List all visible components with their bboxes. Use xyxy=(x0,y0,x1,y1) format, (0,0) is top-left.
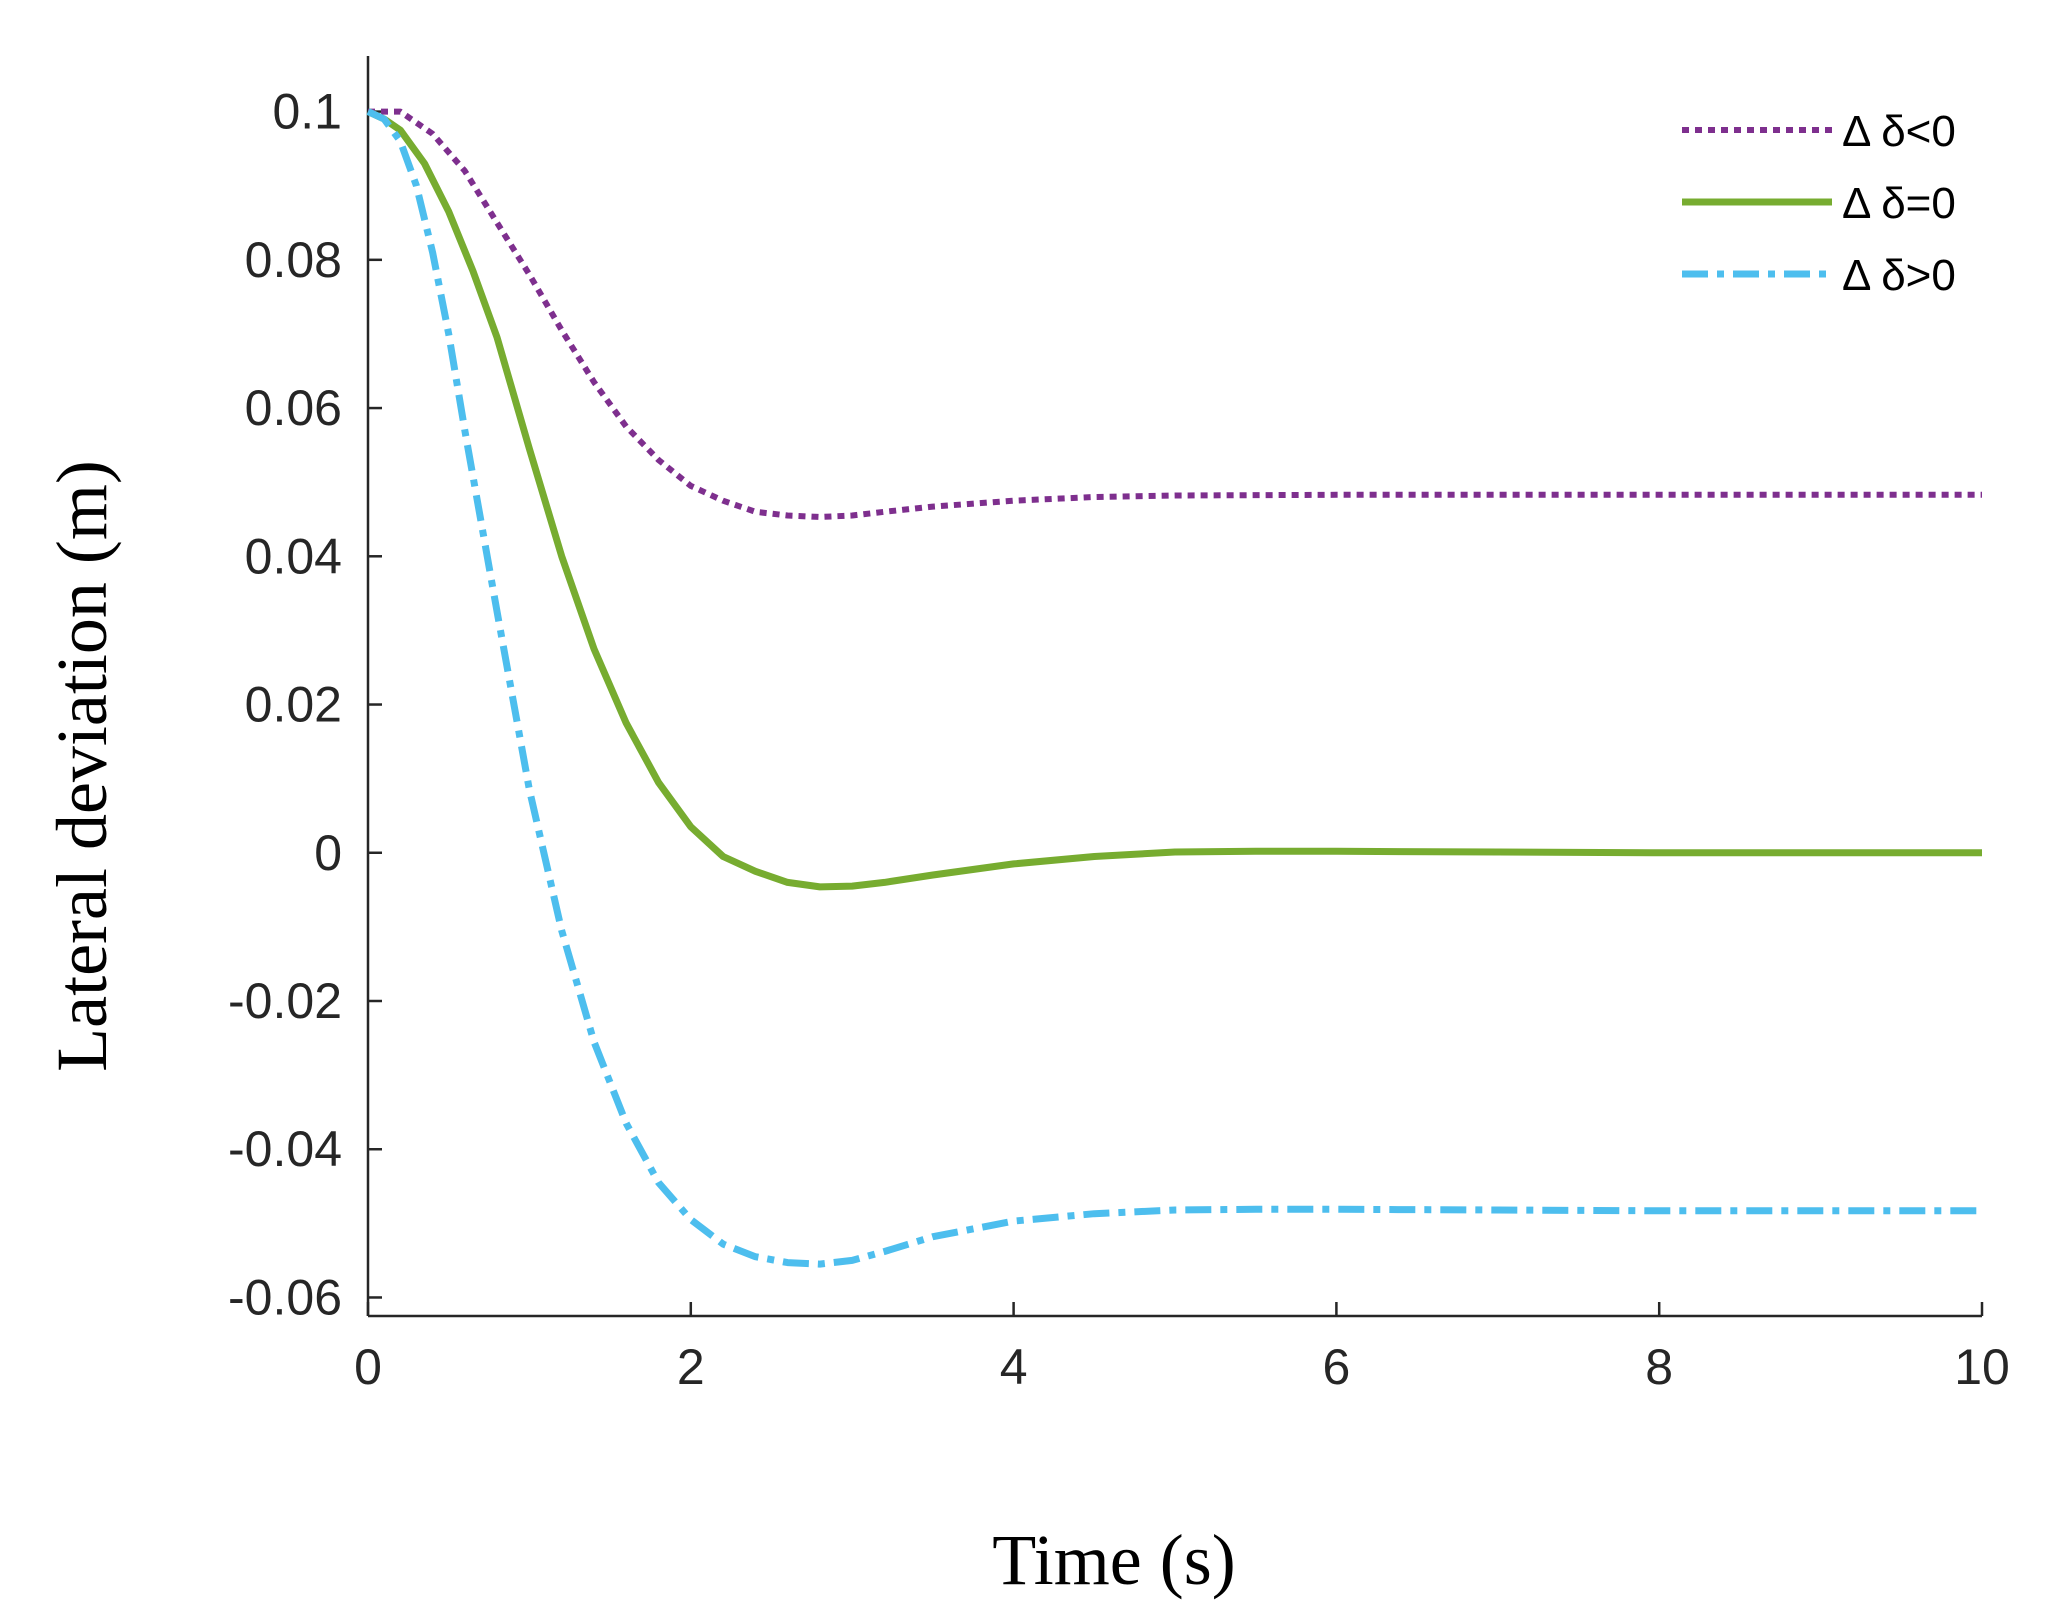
x-axis-title: Time (s) xyxy=(992,1520,1235,1600)
axes xyxy=(366,56,1982,1318)
x-tick-label: 6 xyxy=(1322,1339,1350,1395)
y-tick-label: -0.02 xyxy=(228,973,342,1029)
x-tick-label: 4 xyxy=(1000,1339,1028,1395)
ticks: 0 2 4 6 8 10 0.1 0.08 0.06 0.04 0.02 0 -0.02 -0.04 -0.… xyxy=(228,84,2010,1395)
x-tick-label: 0 xyxy=(354,1339,382,1395)
y-tick-label: 0.04 xyxy=(245,528,342,584)
x-tick-label: 10 xyxy=(1954,1339,2010,1395)
series-line-1 xyxy=(368,108,1982,520)
y-tick-label: -0.06 xyxy=(228,1269,342,1325)
y-tick-label: 0.08 xyxy=(245,232,342,288)
legend-label-3: Δ δ>0 xyxy=(1842,251,1956,300)
y-tick-label: 0.1 xyxy=(272,84,342,140)
series-line-3 xyxy=(366,108,1982,1268)
y-tick-label: 0 xyxy=(314,825,342,881)
y-tick-label: -0.04 xyxy=(228,1121,342,1177)
legend-label-1: Δ δ<0 xyxy=(1842,107,1956,156)
series xyxy=(366,108,1982,1268)
x-tick-label: 2 xyxy=(677,1339,705,1395)
legend-label-2: Δ δ=0 xyxy=(1842,179,1956,228)
x-tick-label: 8 xyxy=(1645,1339,1673,1395)
series-line-2 xyxy=(366,108,1982,891)
legend: Δ δ<0 Δ δ=0 Δ δ>0 xyxy=(1682,107,1956,300)
y-axis-title: Lateral deviation (m) xyxy=(42,460,122,1072)
y-tick-label: 0.02 xyxy=(245,677,342,733)
y-tick-label: 0.06 xyxy=(245,380,342,436)
